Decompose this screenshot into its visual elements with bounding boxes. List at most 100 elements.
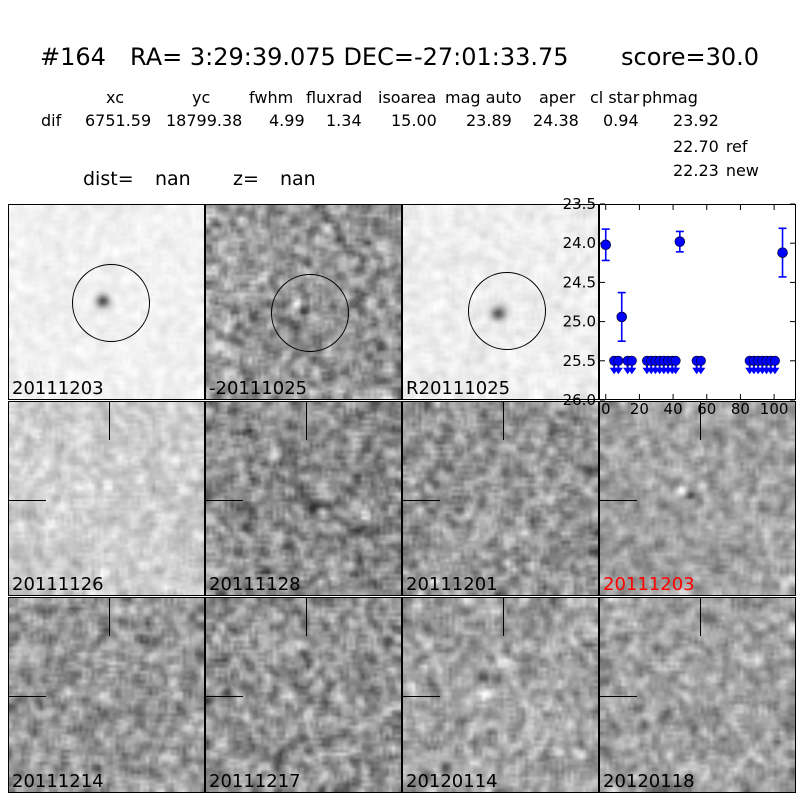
cutout-panel--20111025: -20111025: [205, 204, 402, 400]
crosshair-left-tick: [9, 499, 47, 501]
dist-redshift-line: dist= nan z= nan: [83, 170, 316, 189]
photometry-column-header: fluxrad: [306, 88, 363, 107]
upper-limit-arrow: [762, 367, 772, 375]
cutout-date-label: 20111214: [12, 771, 104, 792]
photometry-value: 23.89: [466, 111, 512, 130]
cutout-image: [600, 598, 795, 792]
photometry-column-header: phmag: [642, 88, 698, 107]
photometry-value: 23.92: [673, 111, 719, 130]
upper-limit-arrow: [627, 367, 637, 375]
new-magnitude-line: 22.23 new: [673, 163, 759, 179]
cutout-date-label: 20120118: [603, 771, 695, 792]
crosshair-top-tick: [306, 402, 308, 441]
cutout-image: [206, 402, 401, 595]
cutout-image: [403, 402, 598, 595]
cutout-panel-20111203: 20111203: [599, 401, 796, 596]
photometry-column-header: xc: [106, 88, 124, 107]
upper-limit-arrow: [623, 367, 633, 375]
crosshair-top-tick: [306, 598, 308, 637]
photometry-column-header: isoarea: [378, 88, 437, 107]
aperture-circle: [468, 271, 547, 350]
upper-limit-arrow: [655, 367, 665, 375]
photometry-value: 1.34: [326, 111, 362, 130]
photometry-column-header: aper: [539, 88, 576, 107]
upper-limit-arrow: [770, 367, 780, 375]
upper-limit-arrow: [659, 367, 669, 375]
ref-magnitude: 22.70: [673, 137, 719, 156]
upper-limit-marker: [765, 355, 776, 366]
cutout-image: [9, 402, 204, 595]
crosshair-left-tick: [206, 499, 244, 501]
cutout-panel-20111214: 20111214: [8, 597, 205, 793]
upper-limit-marker: [609, 355, 620, 366]
crosshair-top-tick: [700, 598, 702, 637]
cutout-date-label: 20111203: [603, 574, 695, 595]
upper-limit-marker: [748, 355, 759, 366]
upper-limit-arrow: [642, 367, 652, 375]
upper-limit-marker: [626, 355, 637, 366]
crosshair-top-tick: [700, 402, 702, 441]
cutout-date-label: 20111203: [12, 378, 104, 399]
upper-limit-arrow: [663, 367, 673, 375]
dist-value: nan: [155, 168, 191, 190]
photometry-value: 24.38: [533, 111, 579, 130]
upper-limit-marker: [663, 355, 674, 366]
photometry-value: 15.00: [391, 111, 437, 130]
upper-limit-marker: [613, 355, 624, 366]
new-magnitude: 22.23: [673, 161, 719, 180]
photometry-value: 18799.38: [166, 111, 243, 130]
detection-marker: [600, 239, 611, 251]
upper-limit-arrow: [646, 367, 656, 375]
plot-frame: [599, 204, 796, 400]
upper-limit-marker: [654, 355, 665, 366]
cutout-date-label: 20111217: [209, 771, 301, 792]
photometry-value: 0.94: [603, 111, 639, 130]
redshift-value: nan: [280, 168, 316, 190]
ref-magnitude-line: 22.70 ref: [673, 139, 748, 155]
cutout-date-label: 20120114: [406, 771, 498, 792]
upper-limit-arrow: [667, 367, 677, 375]
crosshair-top-tick: [109, 598, 111, 637]
cutout-image: [403, 598, 598, 792]
aperture-circle: [271, 273, 350, 352]
cutout-panel-20111201: 20111201: [402, 401, 599, 596]
photometry-column-header: cl star: [590, 88, 640, 107]
photometry-value: 4.99: [269, 111, 305, 130]
upper-limit-arrow: [671, 367, 681, 375]
upper-limit-marker: [757, 355, 768, 366]
cutout-image: [9, 598, 204, 792]
upper-limit-arrow: [745, 367, 755, 375]
candidate-coordinates: RA= 3:29:39.075 DEC=-27:01:33.75: [130, 43, 569, 71]
upper-limit-marker: [753, 355, 764, 366]
upper-limit-arrow: [650, 367, 660, 375]
detection-marker: [616, 311, 627, 323]
upper-limit-marker: [658, 355, 669, 366]
cutout-date-label: 20111128: [209, 574, 301, 595]
crosshair-top-tick: [109, 402, 111, 441]
photometry-row-label: dif: [41, 111, 62, 130]
upper-limit-arrow: [692, 367, 702, 375]
crosshair-left-tick: [206, 696, 244, 697]
cutout-panel-20111217: 20111217: [205, 597, 402, 793]
cutout-date-label: 20111201: [406, 574, 498, 595]
new-label: new: [725, 161, 759, 180]
upper-limit-marker: [670, 355, 681, 366]
crosshair-left-tick: [403, 696, 441, 697]
crosshair-left-tick: [600, 499, 638, 501]
upper-limit-arrow: [613, 367, 623, 375]
cutout-panel-20111126: 20111126: [8, 401, 205, 596]
upper-limit-arrow: [757, 367, 767, 375]
cutout-image: [206, 598, 401, 792]
crosshair-top-tick: [503, 598, 505, 637]
photometry-column-header: yc: [192, 88, 211, 107]
upper-limit-marker: [769, 355, 780, 366]
photometry-column-header: fwhm: [249, 88, 294, 107]
candidate-id: #164: [40, 43, 106, 71]
crosshair-top-tick: [503, 402, 505, 441]
upper-limit-marker: [646, 355, 657, 366]
photometry-value: 6751.59: [85, 111, 152, 130]
upper-limit-arrow: [749, 367, 759, 375]
upper-limit-marker: [695, 355, 706, 366]
upper-limit-arrow: [753, 367, 763, 375]
